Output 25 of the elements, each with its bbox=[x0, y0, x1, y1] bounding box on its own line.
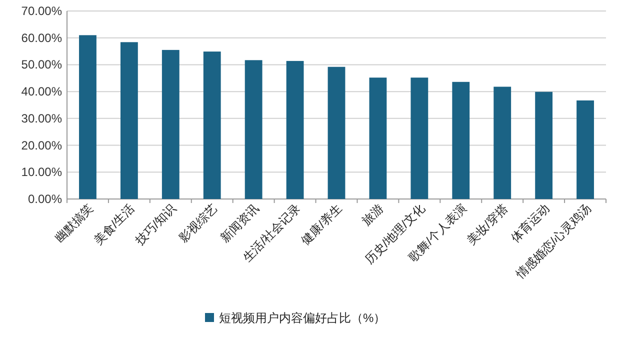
bar bbox=[410, 78, 428, 199]
y-tick-label: 0.00% bbox=[28, 192, 62, 206]
y-tick-label: 50.00% bbox=[21, 58, 62, 72]
bar bbox=[576, 100, 594, 199]
legend-label: 短视频用户内容偏好占比（%） bbox=[219, 311, 386, 325]
y-tick-label: 40.00% bbox=[21, 84, 62, 99]
bar bbox=[535, 92, 553, 199]
x-tick-label: 健康/养生 bbox=[298, 201, 345, 248]
bar bbox=[162, 50, 180, 199]
x-tick-label: 旅游 bbox=[359, 201, 386, 228]
bar bbox=[79, 35, 96, 199]
y-tick-label: 30.00% bbox=[21, 111, 62, 126]
bar bbox=[494, 86, 512, 199]
bar bbox=[244, 60, 262, 199]
y-tick-label: 60.00% bbox=[21, 30, 62, 45]
y-tick-label: 20.00% bbox=[21, 138, 62, 152]
bar bbox=[286, 60, 304, 199]
bar bbox=[120, 42, 138, 199]
bar bbox=[452, 82, 470, 199]
bar bbox=[203, 52, 221, 199]
x-tick-label: 影视综艺 bbox=[176, 201, 220, 246]
y-tick-label: 70.00% bbox=[21, 4, 62, 18]
y-tick-label: 10.00% bbox=[21, 165, 62, 180]
bar bbox=[328, 66, 346, 199]
bar bbox=[369, 78, 387, 199]
